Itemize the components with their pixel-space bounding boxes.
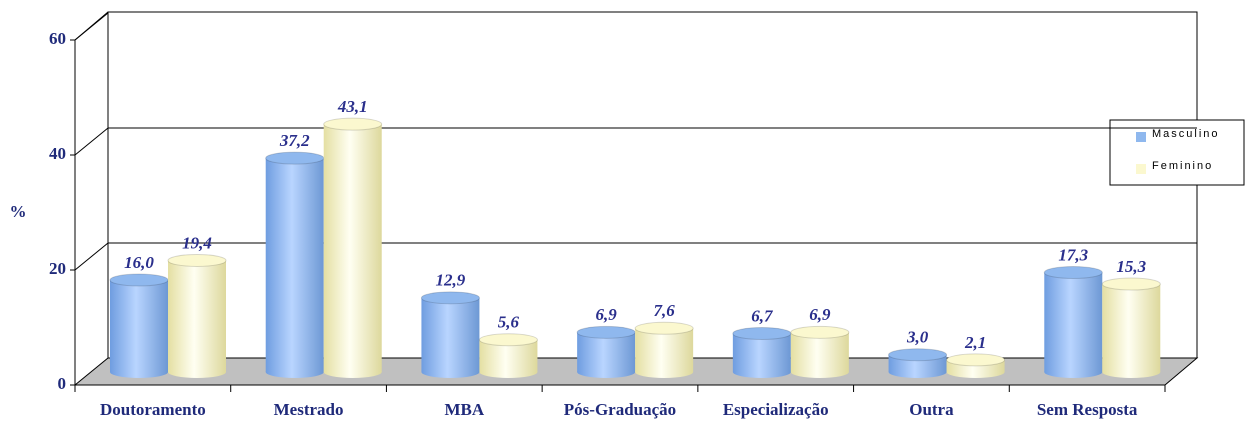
grid-line xyxy=(74,242,109,271)
bar-top xyxy=(478,333,538,347)
bar-top xyxy=(323,117,383,131)
y-tick-label: 60 xyxy=(49,29,66,48)
bar xyxy=(110,280,168,372)
bar xyxy=(635,328,694,372)
grid-line xyxy=(74,12,109,41)
legend-swatch xyxy=(1136,132,1146,142)
value-label: 5,6 xyxy=(498,313,520,332)
x-tick-label: Outra xyxy=(909,400,954,419)
bar xyxy=(1102,284,1161,372)
value-label: 3,0 xyxy=(906,328,929,347)
x-tick-label: Doutoramento xyxy=(100,400,206,419)
value-label: 43,1 xyxy=(337,97,368,116)
bar-top xyxy=(1043,266,1103,280)
bar-top xyxy=(790,325,850,339)
value-label: 37,2 xyxy=(279,131,310,150)
y-tick-label: 40 xyxy=(49,144,66,163)
bar xyxy=(732,333,791,372)
bar-top xyxy=(109,273,169,287)
value-label: 16,0 xyxy=(124,253,154,272)
x-tick-label: Sem Resposta xyxy=(1037,400,1138,419)
bar xyxy=(421,297,480,372)
value-label: 19,4 xyxy=(182,233,212,252)
value-label: 17,3 xyxy=(1058,245,1088,264)
grid-line xyxy=(74,127,109,156)
bar-top xyxy=(420,291,480,305)
bar-top xyxy=(732,326,792,340)
value-label: 12,9 xyxy=(436,271,466,290)
bar xyxy=(790,332,849,372)
bar xyxy=(265,158,324,372)
bar-top xyxy=(265,151,325,165)
bar-top xyxy=(167,253,227,267)
y-tick-label: 0 xyxy=(58,374,67,393)
x-tick-label: Pós-Graduação xyxy=(564,400,676,419)
bar xyxy=(323,124,382,372)
value-label: 6,9 xyxy=(596,305,618,324)
bar xyxy=(1044,272,1103,372)
x-tick-label: Mestrado xyxy=(274,400,344,419)
bar xyxy=(168,260,226,372)
bar xyxy=(577,332,636,372)
legend-swatch xyxy=(1136,164,1146,174)
x-tick-label: Especialização xyxy=(723,400,829,419)
value-label: 2,1 xyxy=(964,333,986,352)
value-label: 6,7 xyxy=(751,306,774,325)
legend-label: Feminino xyxy=(1152,160,1213,172)
legend xyxy=(1109,119,1245,186)
value-label: 7,6 xyxy=(654,301,676,320)
x-tick-label: MBA xyxy=(444,400,484,419)
y-axis-label: % xyxy=(10,202,27,221)
legend-label: Masculino xyxy=(1152,128,1220,140)
bar-top xyxy=(888,348,948,362)
bar-top xyxy=(946,353,1006,367)
bar-top xyxy=(576,325,636,339)
value-label: 6,9 xyxy=(809,305,831,324)
y-tick-label: 20 xyxy=(49,259,66,278)
value-label: 15,3 xyxy=(1116,257,1146,276)
bar-top xyxy=(1101,277,1161,291)
bar-top xyxy=(634,321,694,335)
